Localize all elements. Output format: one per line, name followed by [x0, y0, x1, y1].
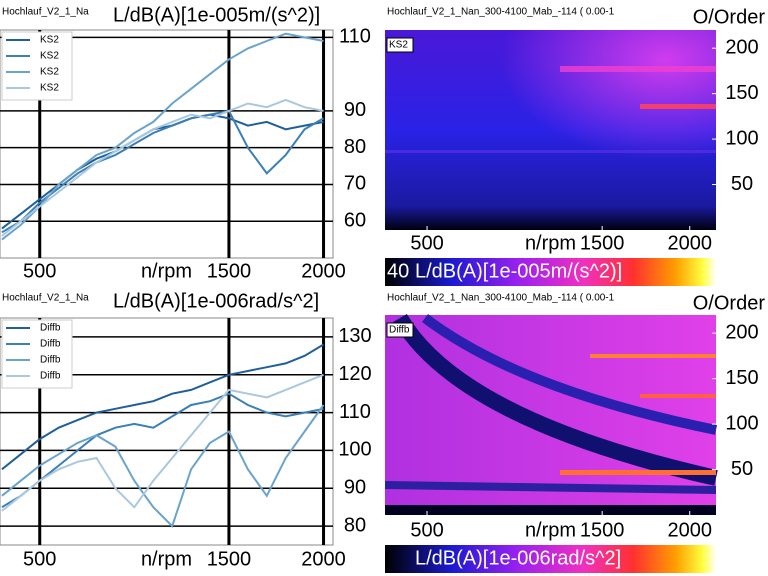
y-tick-label: 100 [725, 127, 758, 149]
x-tick-label: 2000 [667, 232, 712, 254]
colorbar-label: L/dB(A)[1e-006rad/s^2] [415, 547, 621, 569]
series-line [1, 404, 325, 528]
x-tick-label: 1500 [580, 232, 625, 254]
y-tick-label: 90 [344, 477, 366, 499]
title-group: Hochlauf_V2_1_Na [2, 293, 89, 304]
y-tick-label: 90 [344, 99, 366, 121]
y-tick-label: 70 [344, 173, 366, 195]
series-line [1, 32, 324, 241]
legend-label: KS2 [389, 40, 408, 51]
y-tick-label: 200 [725, 36, 758, 58]
legend-box [1, 31, 73, 101]
series-line [1, 343, 325, 471]
legend-label: Diffb [40, 355, 61, 366]
series-line [1, 98, 324, 237]
chart-title: Hochlauf_V2_1_Na [2, 293, 89, 304]
y-axis-label: L/dB(A)[1e-005m/(s^2)] [113, 4, 320, 26]
y-tick-label: 80 [344, 514, 366, 536]
legend-label: KS2 [40, 35, 59, 46]
x-tick-label: 1500 [207, 260, 252, 282]
y-tick-label: 150 [725, 367, 758, 389]
x-axis-label: n/rpm [141, 548, 192, 570]
y-tick-label: 50 [731, 458, 753, 480]
x-tick-label: 2000 [301, 260, 346, 282]
y-tick-label: 120 [338, 363, 371, 385]
x-tick-label: 2000 [667, 519, 712, 541]
x-tick-label: 1500 [580, 519, 625, 541]
x-axis-label: n/rpm [141, 260, 192, 282]
legend-label: KS2 [40, 83, 59, 94]
legend: Diffb Diffb Diffb Diffb [1, 319, 73, 389]
y-tick-label: 100 [338, 439, 371, 461]
legend-label: Diffb [40, 371, 61, 382]
legend-label: KS2 [40, 51, 59, 62]
legend-box [386, 37, 414, 53]
colorbar-tick-label: 40 [387, 260, 409, 282]
y-tick-label: 110 [339, 401, 371, 423]
y-tick-label: 80 [344, 136, 366, 158]
y-tick-label: 200 [725, 321, 758, 343]
title-group: Hochlauf_V2_1_Nan_300-4100_Mab_-114 ( 0.… [387, 293, 615, 304]
legend: KS2 KS2 KS2 KS2 [1, 31, 73, 101]
x-tick-label: 500 [410, 232, 443, 254]
chart-title: Hochlauf_V2_1_Nan_300-4100_Mab_-114 ( 0.… [387, 7, 615, 18]
content: Hochlauf_V2_1_Na L/dB(A)[1e-005m/(s^2)] 50… [0, 4, 765, 570]
series-line [1, 392, 324, 509]
x-tick-label: 2000 [301, 548, 346, 570]
series-line [1, 373, 324, 512]
x-axis-label: n/rpm [525, 232, 576, 254]
spectrogram-image [384, 30, 718, 573]
chart-title: Hochlauf_V2_1_Na [2, 7, 89, 18]
legend-box [1, 319, 73, 389]
chart-title: Hochlauf_V2_1_Nan_300-4100_Mab_-114 ( 0.… [387, 293, 615, 304]
legend-label: KS2 [40, 67, 59, 78]
colorbar-label: L/dB(A)[1e-005m/(s^2)] [415, 260, 622, 282]
y-tick-label: 110 [339, 26, 371, 48]
legend-label: Diffb [40, 339, 61, 350]
y-tick-label: 150 [725, 82, 758, 104]
title-group: Hochlauf_V2_1_Na [2, 7, 89, 18]
x-tick-label: 500 [23, 548, 56, 570]
y-tick-label: 130 [338, 325, 371, 347]
legend-label: Diffb [389, 325, 410, 336]
y-tick-label: 50 [731, 173, 753, 195]
series-line [1, 109, 325, 234]
x-axis-label: n/rpm [525, 519, 576, 541]
x-tick-label: 1500 [207, 548, 252, 570]
legend-label: Diffb [40, 323, 61, 334]
legend-box [386, 322, 414, 338]
x-tick-label: 500 [23, 260, 56, 282]
y-axis-label: O/Order [693, 292, 766, 314]
y-tick-label: 100 [725, 412, 758, 434]
y-axis-label: O/Order [693, 6, 766, 28]
y-tick-label: 60 [344, 210, 366, 232]
x-tick-label: 500 [410, 519, 443, 541]
y-axis-label: L/dB(A)[1e-006rad/s^2] [113, 290, 319, 312]
title-group: Hochlauf_V2_1_Nan_300-4100_Mab_-114 ( 0.… [387, 7, 615, 18]
